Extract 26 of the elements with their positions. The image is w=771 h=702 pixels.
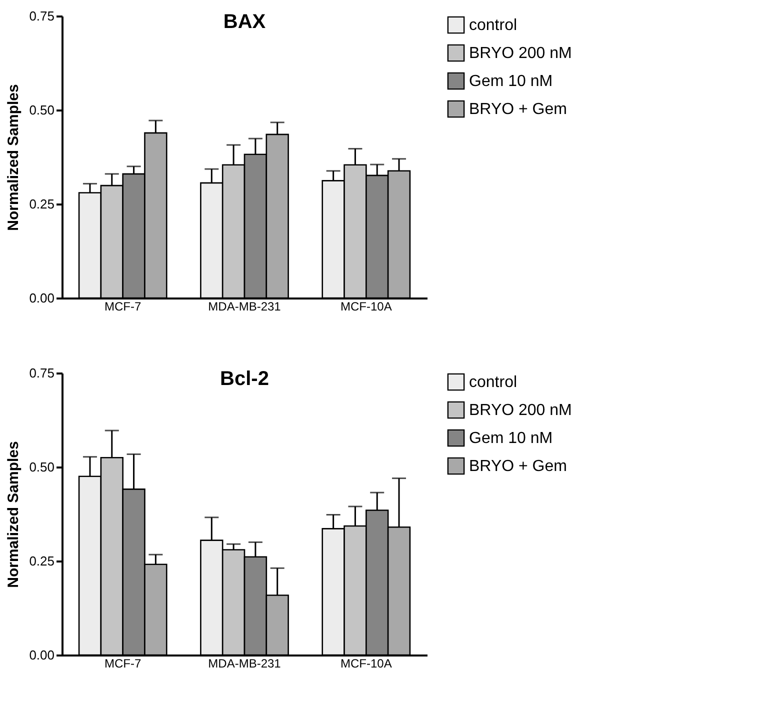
y-axis-title: Normalized Samples [5, 84, 22, 231]
legend-label: BRYO + Gem [469, 101, 567, 118]
x-tick-label: MDA-MB-231 [208, 656, 282, 670]
legend-label: BRYO 200 nM [469, 402, 572, 419]
x-tick-label: MCF-7 [104, 300, 142, 314]
legend-label: Gem 10 nM [469, 73, 553, 90]
y-tick-label: 0.75 [29, 366, 54, 380]
x-tick-label: MCF-7 [104, 656, 142, 670]
x-tick-label: MCF-10A [340, 300, 392, 314]
chart-title: Bcl-2 [220, 368, 269, 390]
legend-label: Gem 10 nM [469, 430, 553, 447]
y-tick-label: 0.50 [29, 460, 54, 474]
y-tick-label: 0.25 [29, 196, 54, 212]
y-tick-label: 0.25 [29, 554, 54, 568]
x-tick-label: MDA-MB-231 [208, 300, 282, 314]
y-tick-label: 0.75 [29, 8, 54, 24]
legend-label: BRYO + Gem [469, 458, 567, 475]
chart-title: BAX [223, 11, 266, 33]
legend-label: control [469, 17, 518, 34]
x-tick-label: MCF-10A [340, 656, 392, 670]
y-tick-label: 0.00 [29, 290, 54, 306]
legend-label: control [469, 374, 518, 391]
y-axis-title: Normalized Samples [5, 441, 22, 588]
legend-label: BRYO 200 nM [469, 45, 572, 62]
y-tick-label: 0.00 [29, 648, 54, 662]
y-tick-label: 0.50 [29, 102, 54, 118]
